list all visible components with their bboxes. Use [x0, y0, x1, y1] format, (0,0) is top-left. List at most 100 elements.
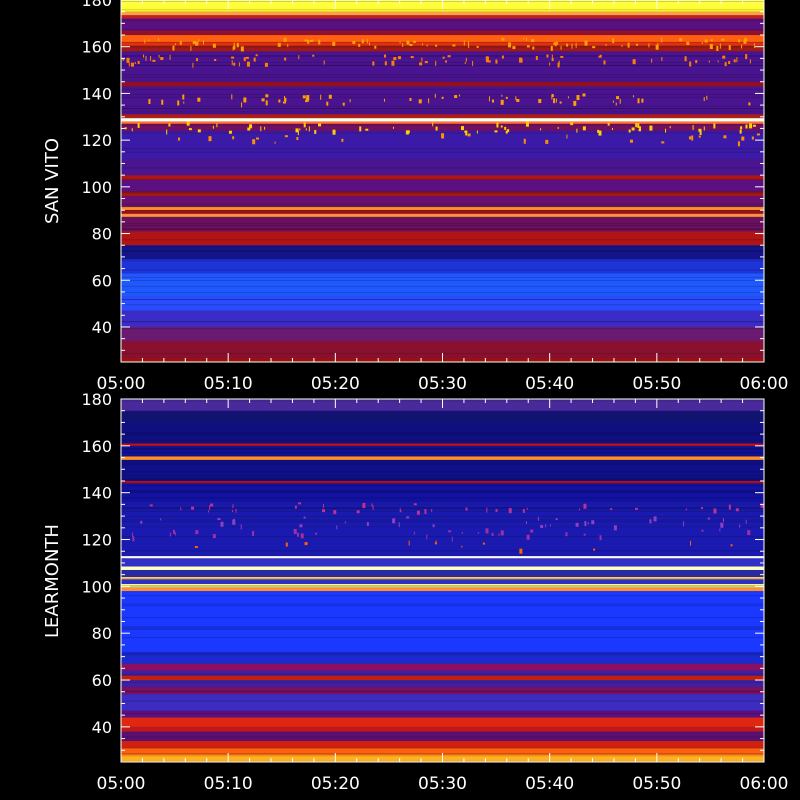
burst-speckle: [152, 59, 156, 62]
burst-speckle: [582, 93, 586, 97]
burst-speckle: [169, 54, 171, 60]
burst-speckle: [309, 39, 313, 42]
burst-speckle: [709, 44, 713, 50]
burst-speckle: [593, 548, 596, 551]
burst-speckle: [598, 130, 602, 136]
burst-speckle: [264, 62, 268, 67]
burst-speckle: [294, 505, 297, 509]
burst-speckle: [416, 510, 420, 515]
burst-speckle: [212, 534, 216, 539]
burst-speckle: [195, 58, 198, 62]
y-tick-label: 100: [81, 178, 112, 197]
burst-speckle: [435, 60, 437, 66]
frequency-band: [121, 445, 764, 457]
burst-speckle: [584, 521, 587, 527]
burst-speckle: [426, 534, 428, 540]
burst-speckle: [535, 56, 538, 61]
y-tick-label: 140: [81, 84, 112, 103]
burst-speckle: [131, 128, 133, 132]
burst-speckle: [736, 57, 738, 63]
burst-speckle: [278, 99, 281, 103]
burst-speckle: [372, 61, 375, 66]
burst-speckle: [126, 57, 130, 63]
burst-speckle: [413, 503, 417, 506]
burst-speckle: [212, 43, 216, 48]
burst-speckle: [214, 59, 217, 62]
frequency-band: [121, 651, 764, 664]
burst-speckle: [284, 97, 287, 102]
burst-speckle: [485, 528, 489, 534]
burst-speckle: [743, 39, 747, 44]
burst-speckle: [220, 521, 224, 527]
burst-speckle: [567, 96, 569, 99]
burst-speckle: [610, 508, 613, 511]
burst-speckle: [409, 97, 412, 101]
x-tick-label: 05:30: [418, 374, 467, 394]
frequency-band: [121, 675, 764, 681]
burst-speckle: [486, 507, 488, 513]
burst-speckle: [374, 45, 377, 49]
burst-speckle: [565, 532, 568, 537]
x-tick-label: 05:50: [632, 374, 681, 394]
burst-speckle: [690, 540, 692, 546]
burst-speckle: [500, 99, 504, 105]
burst-speckle: [255, 54, 258, 57]
burst-speckle: [202, 40, 204, 45]
burst-speckle: [169, 532, 171, 537]
burst-speckle: [231, 510, 233, 513]
burst-speckle: [523, 138, 526, 144]
burst-speckle: [627, 42, 630, 48]
frequency-band: [121, 710, 764, 718]
burst-speckle: [241, 102, 243, 108]
burst-speckle: [366, 521, 369, 526]
frequency-band: [121, 213, 764, 218]
burst-speckle: [582, 126, 586, 131]
burst-speckle: [632, 59, 636, 65]
burst-speckle: [629, 139, 633, 143]
burst-speckle: [285, 542, 288, 547]
burst-speckle: [428, 98, 430, 104]
burst-speckle: [232, 519, 236, 525]
x-tick-label: 05:20: [311, 774, 360, 794]
burst-speckle: [733, 59, 736, 63]
burst-speckle: [134, 61, 136, 64]
burst-speckle: [619, 98, 621, 104]
burst-speckle: [252, 139, 256, 145]
burst-speckle: [392, 518, 396, 524]
burst-speckle: [447, 55, 451, 58]
frequency-band: [121, 196, 764, 207]
burst-speckle: [399, 507, 401, 512]
burst-speckle: [684, 56, 687, 62]
burst-speckle: [584, 40, 588, 46]
burst-speckle: [323, 60, 325, 65]
burst-speckle: [282, 101, 286, 104]
burst-speckle: [132, 532, 134, 538]
burst-speckle: [500, 530, 504, 536]
frequency-band: [121, 483, 764, 503]
burst-speckle: [128, 62, 130, 67]
y-tick-label: 80: [92, 225, 112, 244]
burst-speckle: [546, 54, 549, 58]
burst-speckle: [467, 133, 471, 137]
burst-speckle: [649, 125, 653, 131]
frequency-band: [121, 46, 764, 52]
burst-speckle: [612, 38, 615, 44]
burst-speckle: [314, 129, 317, 134]
frequency-band: [121, 35, 764, 43]
frequency-band: [121, 663, 764, 671]
burst-speckle: [597, 129, 600, 133]
burst-speckle: [322, 509, 326, 513]
burst-speckle: [753, 43, 755, 49]
burst-speckle: [465, 130, 468, 136]
burst-speckle: [195, 41, 199, 46]
burst-speckle: [368, 42, 370, 46]
burst-speckle: [328, 94, 332, 99]
frequency-band: [121, 206, 764, 211]
burst-speckle: [175, 532, 177, 536]
burst-speckle: [747, 530, 751, 536]
burst-speckle: [505, 96, 508, 99]
y-tick-label: 180: [81, 0, 112, 10]
frequency-band: [121, 245, 764, 260]
san-vito-panel: 40 60 80 100 120 140 160 180: [81, 0, 765, 363]
burst-speckle: [180, 507, 182, 511]
